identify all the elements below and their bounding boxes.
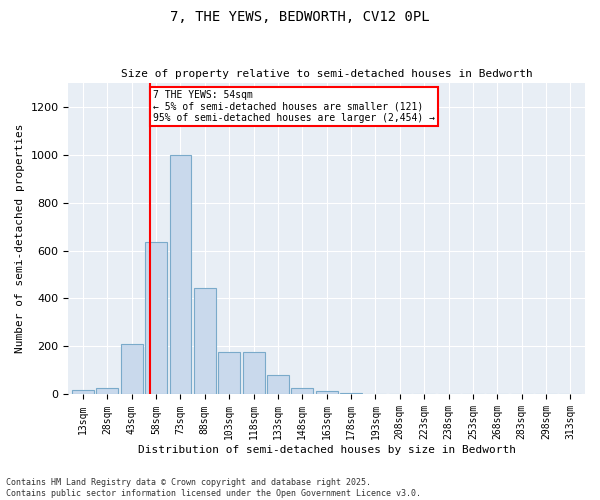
Bar: [267, 376, 289, 394]
Bar: [194, 288, 216, 395]
Bar: [72, 390, 94, 394]
Bar: [316, 391, 338, 394]
Bar: [170, 154, 191, 394]
Bar: [242, 352, 265, 395]
Title: Size of property relative to semi-detached houses in Bedworth: Size of property relative to semi-detach…: [121, 69, 533, 79]
Text: 7 THE YEWS: 54sqm
← 5% of semi-detached houses are smaller (121)
95% of semi-det: 7 THE YEWS: 54sqm ← 5% of semi-detached …: [153, 90, 435, 123]
Bar: [145, 242, 167, 394]
Y-axis label: Number of semi-detached properties: Number of semi-detached properties: [15, 124, 25, 354]
Bar: [97, 388, 118, 394]
Bar: [218, 352, 240, 395]
Text: 7, THE YEWS, BEDWORTH, CV12 0PL: 7, THE YEWS, BEDWORTH, CV12 0PL: [170, 10, 430, 24]
Bar: [292, 388, 313, 394]
Text: Contains HM Land Registry data © Crown copyright and database right 2025.
Contai: Contains HM Land Registry data © Crown c…: [6, 478, 421, 498]
X-axis label: Distribution of semi-detached houses by size in Bedworth: Distribution of semi-detached houses by …: [138, 445, 516, 455]
Bar: [121, 344, 143, 395]
